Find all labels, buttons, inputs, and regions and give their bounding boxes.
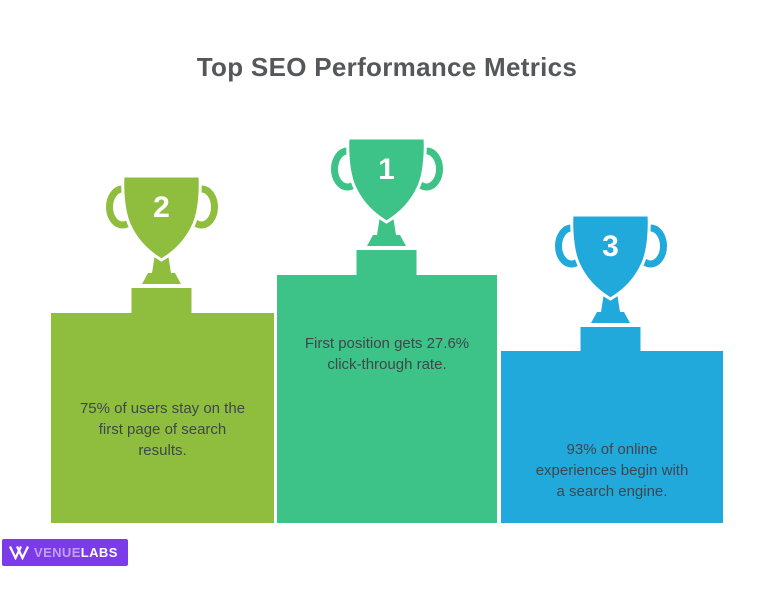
podium-column-rank3: [501, 351, 723, 523]
trophy-2-icon: 2: [106, 174, 218, 313]
trophy-rank-number: 2: [153, 191, 170, 224]
trophy-1-icon: 1: [331, 136, 443, 275]
venuelabs-logo-icon: [9, 546, 29, 560]
podium-stat-text-rank3: 93% of online experiences begin with a s…: [535, 441, 689, 500]
page-title: Top SEO Performance Metrics: [196, 52, 578, 82]
brand-badge: VENUELABS: [2, 539, 128, 566]
brand-name-labs: LABS: [80, 545, 118, 560]
brand-name-venue: VENUE: [34, 545, 81, 560]
podium-stat-text-rank1: First position gets 27.6% click-through …: [304, 335, 470, 373]
trophy-3-icon: 3: [555, 213, 667, 352]
trophy-rank-number: 1: [378, 153, 395, 186]
podium-column-rank1: [277, 275, 497, 523]
podium-stat-text-rank2: 75% of users stay on the first page of s…: [79, 400, 246, 459]
podium-column-rank2: [51, 313, 274, 523]
trophy-rank-number: 3: [602, 230, 619, 263]
